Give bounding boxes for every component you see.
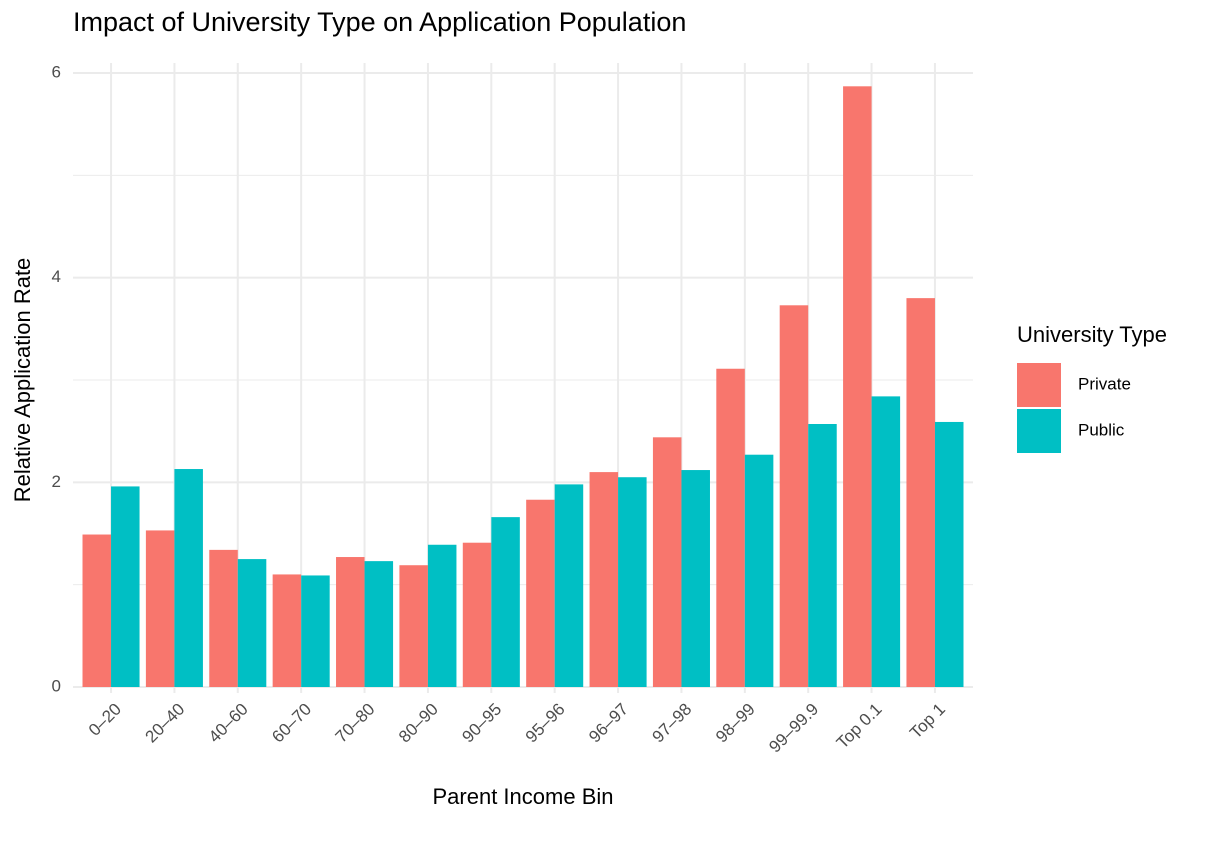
bar (111, 486, 140, 687)
x-tick-label: 60–70 (268, 700, 315, 747)
x-tick-label: 70–80 (332, 700, 379, 747)
x-axis-title: Parent Income Bin (433, 784, 614, 809)
x-tick-label: 98–99 (712, 700, 759, 747)
bar (871, 396, 901, 687)
bar (336, 557, 365, 687)
bar (934, 421, 964, 687)
x-tick-label: 0–20 (85, 700, 125, 740)
bar (744, 454, 774, 687)
bar (906, 298, 935, 687)
bar (82, 534, 112, 687)
bar (618, 477, 647, 687)
bar (427, 544, 457, 687)
bar (272, 574, 302, 687)
x-tick-label: 99–99.9 (765, 700, 822, 757)
legend-swatch (1017, 363, 1061, 407)
y-axis-title: Relative Application Rate (10, 258, 35, 503)
legend-swatch (1017, 409, 1061, 453)
bar (681, 470, 710, 687)
x-tick-label: 20–40 (142, 700, 189, 747)
bar (399, 565, 428, 687)
bar (808, 424, 837, 687)
legend-title: University Type (1017, 322, 1167, 347)
x-tick-label: 96–97 (585, 700, 632, 747)
bar (554, 484, 584, 687)
bar (209, 549, 238, 687)
bar (462, 542, 492, 687)
x-tick-label: 97–98 (649, 700, 696, 747)
bar (237, 559, 267, 687)
bar (652, 437, 682, 687)
bar (301, 575, 330, 687)
bar (716, 368, 745, 687)
chart-title: Impact of University Type on Application… (73, 7, 686, 37)
bar (491, 517, 520, 687)
y-tick-label: 2 (52, 472, 61, 491)
bar (174, 469, 203, 687)
x-tick-label: 40–60 (205, 700, 252, 747)
y-tick-label: 0 (52, 676, 61, 695)
x-tick-label: Top 1 (906, 700, 949, 743)
bar (779, 305, 809, 687)
x-tick-label: 90–95 (458, 700, 505, 747)
bar (145, 530, 175, 687)
y-tick-label: 4 (52, 267, 61, 286)
y-tick-label: 6 (52, 62, 61, 81)
x-tick-label: 80–90 (395, 700, 442, 747)
x-tick-label: Top 0.1 (833, 700, 886, 753)
bar (364, 561, 394, 687)
bar (843, 86, 872, 687)
bar (589, 472, 619, 687)
bar (526, 499, 555, 687)
x-tick-label: 95–96 (522, 700, 569, 747)
legend-label: Private (1078, 374, 1131, 393)
legend-label: Public (1078, 420, 1125, 439)
